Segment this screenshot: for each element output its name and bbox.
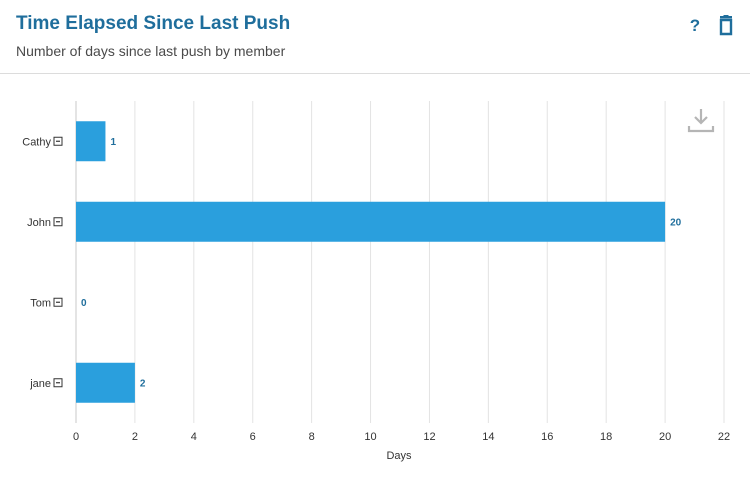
category-label: jane [29, 378, 51, 390]
x-tick-label: 14 [482, 431, 494, 443]
download-icon [687, 109, 715, 133]
page-subtitle: Number of days since last push by member [16, 43, 286, 59]
x-tick-label: 16 [541, 431, 553, 443]
minus-box-icon[interactable] [53, 217, 63, 227]
bar [76, 201, 666, 242]
x-tick-label: 2 [132, 431, 138, 443]
x-tick-label: 12 [423, 431, 435, 443]
download-button[interactable] [686, 106, 716, 136]
x-tick-label: 0 [73, 431, 79, 443]
x-tick-label: 10 [364, 431, 376, 443]
minus-box-icon[interactable] [53, 297, 63, 307]
bar-value-label: 0 [81, 298, 87, 309]
category-label: Cathy [22, 136, 51, 148]
help-button[interactable]: ? [686, 15, 704, 37]
category-label: John [27, 217, 51, 229]
bar-value-label: 20 [670, 217, 682, 228]
minus-box-icon[interactable] [53, 378, 63, 388]
delete-button[interactable] [717, 15, 735, 37]
x-tick-label: 22 [718, 431, 730, 443]
bar-value-label: 2 [140, 378, 146, 389]
x-tick-label: 18 [600, 431, 612, 443]
bar-value-label: 1 [110, 137, 116, 148]
bar [76, 121, 106, 162]
chart-header: Time Elapsed Since Last Push Number of d… [0, 0, 750, 74]
trash-icon [719, 15, 733, 36]
page-title: Time Elapsed Since Last Push [16, 13, 291, 34]
bar [76, 362, 135, 403]
minus-box-icon[interactable] [53, 136, 63, 146]
question-icon: ? [689, 16, 701, 35]
category-label: Tom [30, 297, 51, 309]
x-axis-title: Days [386, 450, 412, 462]
x-tick-label: 6 [250, 431, 256, 443]
x-tick-label: 4 [191, 431, 197, 443]
x-tick-label: 20 [659, 431, 671, 443]
x-tick-label: 8 [309, 431, 315, 443]
